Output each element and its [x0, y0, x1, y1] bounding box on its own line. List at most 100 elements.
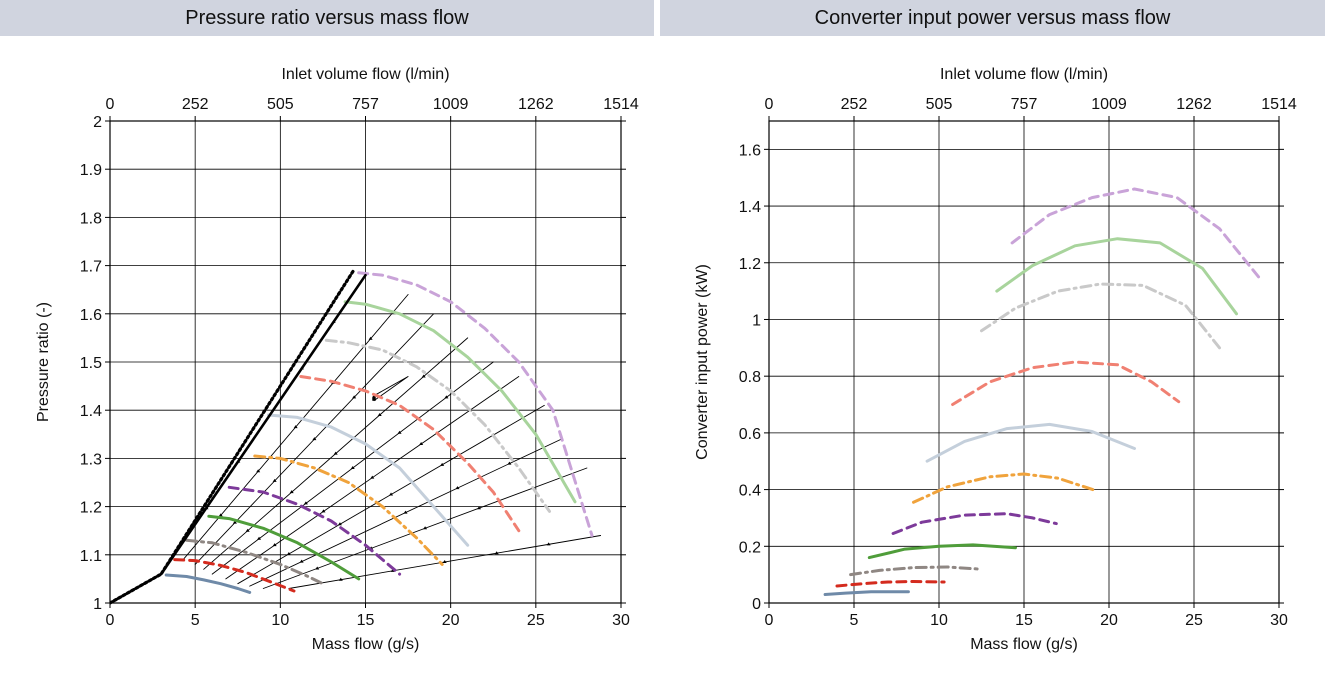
efficiency-marker [218, 513, 223, 517]
x-tick-label: 15 [357, 612, 375, 629]
x2-tick-label: 505 [926, 96, 953, 113]
x-tick-label: 0 [106, 612, 115, 629]
efficiency-marker [286, 551, 291, 555]
efficiency-marker [256, 469, 261, 473]
efficiency-marker [333, 451, 338, 455]
x2-tick-label: 252 [841, 96, 868, 113]
speed-line [173, 558, 296, 593]
y-tick-label: 1.2 [80, 500, 102, 517]
efficiency-marker [444, 395, 449, 399]
efficiency-marker [455, 486, 460, 490]
speed-line [299, 375, 521, 533]
x2-tick-label: 1262 [1176, 96, 1212, 113]
efficiency-marker [338, 577, 343, 581]
x2-tick-label: 757 [352, 96, 379, 113]
efficiency-marker [397, 430, 402, 434]
y-tick-label: 1.6 [739, 142, 761, 159]
speed-line [227, 485, 402, 576]
y-tick-label: 1.7 [80, 259, 102, 276]
y-tick-label: 1.5 [80, 355, 102, 372]
plot-series [823, 187, 1261, 596]
efficiency-marker [421, 374, 426, 378]
y-axis-label: Converter input power (kW) [694, 264, 711, 460]
power-series [835, 580, 946, 588]
x-tick-label: 30 [612, 612, 630, 629]
x-tick-label: 10 [271, 612, 289, 629]
efficiency-marker [440, 462, 445, 466]
x2-tick-label: 1514 [1261, 96, 1297, 113]
efficiency-marker [350, 466, 355, 470]
x-tick-label: 15 [1015, 612, 1033, 629]
speed-line [343, 300, 577, 504]
x-tick-label: 30 [1270, 612, 1288, 629]
efficiency-marker [337, 522, 342, 526]
speed-line [324, 338, 551, 513]
efficiency-marker [321, 509, 326, 513]
efficiency-marker [494, 551, 499, 555]
efficiency-marker [315, 566, 320, 570]
x-tick-label: 0 [765, 612, 774, 629]
charts-canvas: 0 5 10 15 20 25 300 252 505 757 1009 1262 151411.11.… [35, 66, 1297, 653]
x2-tick-label: 0 [106, 96, 115, 113]
chart-1: 0 5 10 15 20 25 30 0 252 505 757 1009 1262 1514 1 1.1 1.… [35, 66, 639, 653]
efficiency-marker [403, 510, 408, 514]
x2-tick-label: 505 [267, 96, 294, 113]
power-series [1010, 187, 1261, 279]
efficiency-marker [293, 425, 298, 429]
y-tick-label: 1.9 [80, 162, 102, 179]
efficiency-marker [370, 475, 375, 479]
power-series [925, 422, 1136, 463]
efficiency-marker [299, 559, 304, 563]
y-tick-label: 0 [752, 596, 761, 613]
efficiency-marker [272, 543, 277, 547]
x-tick-label: 5 [850, 612, 859, 629]
y-tick-label: 1.8 [80, 210, 102, 227]
efficiency-marker [312, 437, 317, 441]
x2-tick-label: 0 [765, 96, 774, 113]
efficiency-marker [442, 560, 447, 564]
x2-axis-label: Inlet volume flow (l/min) [281, 66, 449, 83]
y-tick-label: 1.6 [80, 307, 102, 324]
efficiency-marker [477, 506, 482, 510]
left-chart-title: Pressure ratio versus mass flow [0, 0, 654, 36]
x-tick-label: 20 [442, 612, 460, 629]
y-tick-label: 2 [93, 114, 102, 131]
efficiency-marker [232, 520, 237, 524]
efficiency-marker [245, 528, 250, 532]
efficiency-marker [289, 490, 294, 494]
x2-tick-label: 1009 [433, 96, 469, 113]
power-series [823, 590, 910, 596]
chart-2: 0 5 10 15 20 25 30 0 252 505 757 1009 1262 1514 0 0.2 0.… [694, 66, 1297, 653]
y-tick-label: 1.2 [739, 256, 761, 273]
plot-series [110, 268, 602, 605]
x2-tick-label: 757 [1011, 96, 1038, 113]
efficiency-line [373, 376, 409, 402]
x2-tick-label: 1514 [603, 96, 639, 113]
y-tick-label: 0.4 [739, 483, 761, 500]
x-axis-label: Mass flow (g/s) [312, 636, 420, 653]
speed-line [185, 538, 325, 586]
efficiency-marker [390, 568, 395, 572]
x2-tick-label: 1009 [1091, 96, 1127, 113]
y-axis-label: Pressure ratio (-) [35, 302, 52, 422]
y-tick-label: 1.3 [80, 451, 102, 468]
x-tick-label: 25 [527, 612, 545, 629]
power-series [951, 360, 1181, 406]
x2-tick-label: 252 [182, 96, 209, 113]
y-tick-label: 0.6 [739, 426, 761, 443]
efficiency-marker [352, 395, 357, 399]
x2-tick-label: 1262 [518, 96, 554, 113]
efficiency-marker [507, 461, 512, 465]
y-tick-label: 1.4 [739, 199, 761, 216]
y-tick-label: 0.2 [739, 539, 761, 556]
y-tick-label: 1.4 [80, 403, 102, 420]
right-chart-title: Converter input power versus mass flow [660, 0, 1325, 36]
efficiency-marker [419, 441, 424, 445]
power-series [867, 543, 1017, 560]
x-tick-label: 20 [1100, 612, 1118, 629]
y-tick-label: 1 [752, 312, 761, 329]
power-series [891, 512, 1058, 535]
power-series [912, 472, 1099, 504]
efficiency-marker [257, 536, 262, 540]
x-tick-label: 25 [1185, 612, 1203, 629]
